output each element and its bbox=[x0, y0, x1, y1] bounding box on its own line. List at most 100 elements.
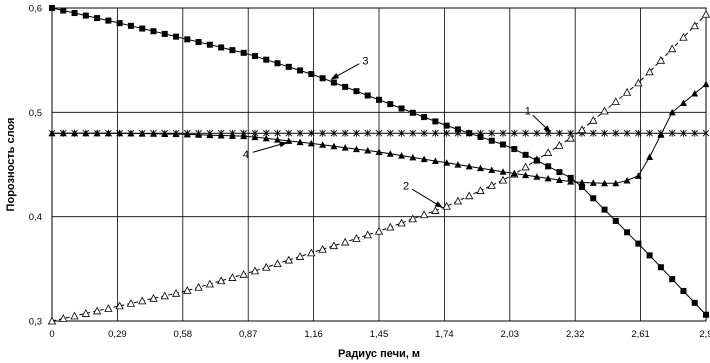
x-tick-labels: 0 0,29 0,58 0,87 1,16 1,45 1,74 2,03 2,32 2,61 2,9 bbox=[49, 329, 710, 340]
x-tick-label: 2,9 bbox=[699, 329, 710, 340]
data-point bbox=[432, 118, 439, 125]
data-point bbox=[139, 25, 146, 32]
annotation-arrow bbox=[532, 114, 552, 133]
data-point bbox=[657, 131, 665, 138]
y-tick-label: 0,6 bbox=[29, 4, 42, 15]
data-point bbox=[330, 142, 338, 150]
curve-label-3: 3 bbox=[362, 55, 368, 67]
data-point bbox=[443, 159, 451, 166]
data-point bbox=[161, 30, 168, 37]
data-point bbox=[624, 229, 631, 236]
data-point bbox=[510, 169, 518, 177]
data-point bbox=[578, 178, 586, 186]
data-point bbox=[195, 131, 203, 138]
data-point bbox=[555, 176, 563, 183]
data-point bbox=[376, 96, 382, 103]
data-point bbox=[341, 144, 349, 151]
data-point bbox=[679, 99, 687, 106]
data-point bbox=[228, 132, 236, 139]
data-point bbox=[566, 133, 575, 142]
data-point bbox=[352, 145, 360, 153]
data-point bbox=[127, 22, 134, 29]
data-point bbox=[476, 164, 484, 172]
data-point bbox=[556, 169, 563, 176]
data-point bbox=[105, 17, 112, 24]
data-point bbox=[577, 125, 587, 134]
data-point bbox=[545, 163, 552, 170]
data-point bbox=[612, 129, 620, 137]
data-point bbox=[138, 296, 147, 305]
data-point bbox=[477, 133, 484, 140]
data-point bbox=[465, 162, 473, 170]
data-point bbox=[81, 309, 90, 317]
data-point bbox=[702, 129, 710, 137]
plot-frame bbox=[51, 7, 707, 322]
data-point bbox=[500, 141, 507, 148]
data-point bbox=[285, 63, 292, 70]
data-point bbox=[194, 282, 203, 291]
x-tick-label: 0 bbox=[49, 329, 54, 340]
data-point bbox=[206, 41, 213, 48]
data-point bbox=[329, 241, 339, 250]
data-point bbox=[206, 131, 214, 139]
data-point bbox=[487, 181, 496, 189]
data-point bbox=[646, 153, 654, 161]
data-point bbox=[82, 12, 89, 19]
data-point bbox=[635, 240, 642, 247]
y-tick-label: 0,3 bbox=[29, 317, 42, 328]
data-point bbox=[522, 151, 529, 158]
data-point bbox=[285, 129, 293, 137]
data-point bbox=[668, 129, 676, 137]
x-tick-label: 0,58 bbox=[174, 329, 193, 340]
data-point bbox=[589, 129, 597, 137]
data-point bbox=[702, 80, 710, 88]
data-point bbox=[296, 138, 304, 146]
data-point bbox=[544, 174, 552, 182]
data-point bbox=[59, 314, 68, 322]
data-point bbox=[601, 206, 608, 213]
data-point bbox=[567, 174, 574, 181]
data-point bbox=[421, 114, 428, 121]
data-point bbox=[228, 273, 237, 281]
data-point bbox=[263, 56, 270, 63]
data-point bbox=[691, 299, 698, 306]
data-point bbox=[274, 60, 281, 67]
data-point bbox=[590, 195, 597, 202]
data-point bbox=[171, 288, 181, 297]
data-point bbox=[251, 133, 259, 141]
data-point bbox=[217, 131, 225, 139]
data-point bbox=[341, 237, 350, 246]
data-point bbox=[488, 137, 495, 144]
series-3 bbox=[49, 5, 709, 318]
data-point bbox=[308, 71, 315, 78]
data-point bbox=[567, 178, 575, 185]
y-tick-label: 0,4 bbox=[29, 212, 42, 223]
data-point bbox=[353, 88, 360, 95]
data-point bbox=[601, 179, 609, 187]
data-point bbox=[680, 129, 687, 137]
data-point bbox=[183, 130, 191, 138]
data-point bbox=[216, 276, 226, 285]
curve-label-2: 2 bbox=[403, 181, 409, 193]
data-point bbox=[330, 79, 337, 86]
data-point bbox=[409, 153, 417, 161]
data-point bbox=[601, 129, 608, 137]
data-point bbox=[398, 152, 406, 159]
x-tick-label: 0,29 bbox=[108, 329, 127, 340]
curve-annotations: 1 2 3 4 bbox=[243, 55, 552, 208]
data-point bbox=[229, 47, 236, 54]
data-point bbox=[127, 129, 135, 137]
data-point bbox=[691, 129, 699, 137]
data-point bbox=[510, 129, 518, 137]
data-point bbox=[555, 141, 564, 149]
data-point bbox=[375, 148, 383, 155]
x-tick-label: 2,61 bbox=[631, 329, 650, 340]
data-point bbox=[669, 276, 676, 283]
data-series bbox=[47, 5, 710, 325]
data-point bbox=[611, 97, 620, 106]
data-point bbox=[173, 33, 180, 40]
data-point bbox=[622, 87, 632, 96]
data-point bbox=[679, 32, 688, 41]
data-point bbox=[533, 129, 541, 137]
y-tick-label: 0,5 bbox=[29, 108, 42, 119]
